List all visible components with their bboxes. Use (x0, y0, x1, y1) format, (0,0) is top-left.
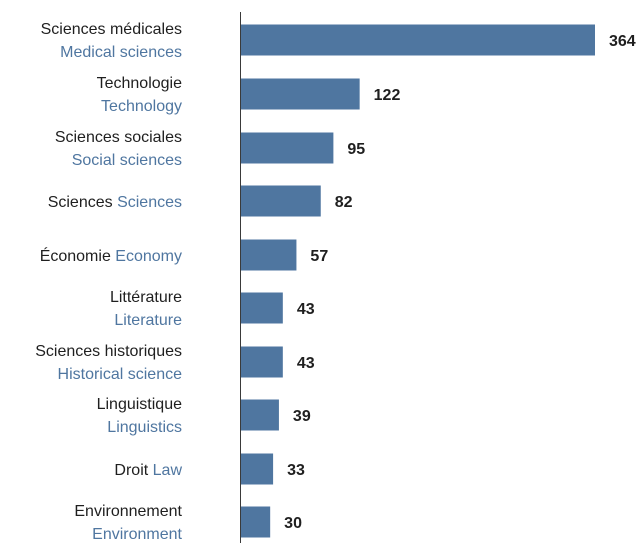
category-label-fr-9: Environnement (74, 503, 182, 520)
category-label-fr-1: Technologie (97, 75, 183, 92)
category-label-fr-4: Économie (40, 246, 111, 265)
category-label-en-4: Economy (115, 248, 182, 265)
bar-7 (241, 399, 279, 431)
value-label-8: 33 (287, 462, 305, 479)
value-labels-group: 364 122 95 82 57 43 43 39 33 30 (284, 33, 636, 532)
bar-3 (241, 185, 321, 217)
value-label-3: 82 (335, 194, 353, 211)
category-label-fr-0: Sciences médicales (41, 21, 182, 38)
bar-8 (241, 453, 274, 485)
value-label-0: 364 (609, 33, 636, 50)
category-label-4: Économie Economy (40, 246, 182, 265)
bar-6 (241, 346, 283, 378)
category-label-fr-7: Linguistique (97, 396, 183, 413)
category-label-en-8: Law (153, 462, 183, 479)
bar-4 (241, 239, 297, 271)
category-label-en-5: Literature (114, 312, 182, 329)
category-label-en-7: Linguistics (107, 419, 182, 436)
bars-group (241, 24, 595, 538)
category-label-fr-8: Droit (114, 462, 148, 479)
value-label-7: 39 (293, 408, 311, 425)
category-label-en-0: Medical sciences (60, 44, 182, 61)
category-label-en-1: Technology (101, 98, 182, 115)
bar-1 (241, 78, 360, 110)
category-label-3: Sciences Sciences (48, 194, 182, 211)
category-label-fr-5: Littérature (110, 289, 182, 306)
value-label-6: 43 (297, 355, 315, 372)
bar-2 (241, 132, 334, 164)
bar-0 (241, 24, 595, 56)
bar-5 (241, 292, 283, 324)
bar-9 (241, 506, 271, 538)
value-label-1: 122 (374, 87, 401, 104)
category-label-en-2: Social sciences (72, 152, 182, 169)
category-labels-group: Sciences médicales Medical sciences Techno… (35, 21, 182, 543)
value-label-2: 95 (347, 141, 365, 158)
category-label-en-3: Sciences (117, 194, 182, 211)
category-label-en-6: Historical science (58, 366, 183, 383)
category-label-fr-3: Sciences (48, 194, 113, 211)
category-label-en-9: Environment (92, 526, 182, 543)
value-label-5: 43 (297, 301, 315, 318)
category-label-fr-6: Sciences historiques (35, 343, 182, 360)
category-label-fr-2: Sciences sociales (55, 129, 182, 146)
category-label-8: Droit Law (114, 462, 182, 479)
value-label-4: 57 (310, 248, 328, 265)
value-label-9: 30 (284, 515, 302, 532)
